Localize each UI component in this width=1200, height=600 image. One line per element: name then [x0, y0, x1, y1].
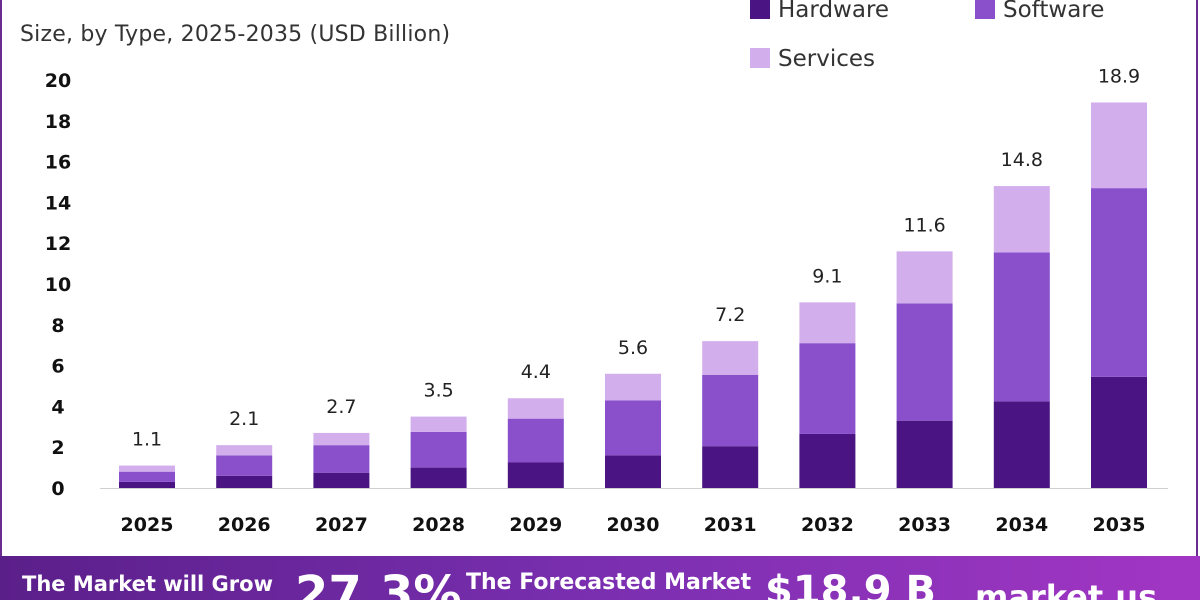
legend-swatch-services — [750, 47, 770, 68]
bar-software-2025 — [119, 471, 175, 482]
bar-services-2028 — [410, 416, 467, 432]
banner-forecast-label: The Forecasted Market — [466, 570, 752, 595]
bar-software-2029 — [507, 418, 564, 463]
bar-hardware-2027 — [313, 472, 370, 488]
x-tick-label-2025: 2025 — [121, 514, 174, 536]
total-label-2034: 14.8 — [1001, 149, 1043, 171]
legend-item-hardware: Hardware — [750, 0, 889, 23]
y-tick-label-2: 2 — [51, 437, 64, 459]
total-label-2029: 4.4 — [521, 361, 551, 383]
total-label-2030: 5.6 — [618, 337, 648, 359]
total-label-2031: 7.2 — [715, 304, 745, 326]
bar-software-2027 — [313, 445, 370, 473]
bar-services-2025 — [119, 465, 175, 472]
bar-software-2031 — [702, 374, 759, 447]
bar-hardware-2034 — [993, 401, 1050, 488]
x-tick-label-2030: 2030 — [607, 514, 660, 536]
summary-banner: The Market will Grow 27.3% The Forecaste… — [0, 556, 1200, 600]
y-tick-label-10: 10 — [45, 274, 71, 296]
bar-services-2030 — [605, 373, 661, 401]
bar-services-2032 — [799, 302, 856, 344]
y-tick-label-14: 14 — [45, 192, 71, 214]
x-tick-label-2029: 2029 — [509, 514, 562, 536]
y-tick-label-20: 20 — [45, 70, 71, 92]
bar-services-2034 — [993, 186, 1050, 253]
banner-brand-logo: market.us — [975, 578, 1158, 600]
bar-services-2035 — [1091, 102, 1147, 189]
x-tick-labels: 2025 2026 2027 2028 2029 2030 2031 2032 2033 2034… — [121, 514, 1146, 536]
bar-software-2026 — [216, 455, 273, 476]
bars-group — [119, 102, 1147, 488]
bar-services-2027 — [313, 432, 370, 446]
y-tick-label-8: 8 — [51, 315, 64, 337]
y-tick-label-0: 0 — [51, 478, 64, 500]
bar-hardware-2026 — [216, 475, 273, 488]
total-label-2026: 2.1 — [229, 408, 259, 430]
x-tick-label-2028: 2028 — [412, 514, 465, 536]
y-tick-label-4: 4 — [51, 396, 64, 418]
y-tick-label-16: 16 — [45, 152, 71, 174]
x-tick-label-2033: 2033 — [898, 514, 951, 536]
bar-hardware-2030 — [605, 455, 661, 488]
total-label-2025: 1.1 — [132, 429, 162, 451]
y-tick-label-6: 6 — [51, 356, 64, 378]
bar-software-2032 — [799, 343, 856, 434]
chart-subtitle: Size, by Type, 2025-2035 (USD Billion) — [20, 22, 451, 47]
bar-software-2030 — [605, 400, 661, 456]
legend-swatch-hardware — [750, 0, 770, 19]
bar-software-2034 — [993, 252, 1050, 402]
x-tick-label-2034: 2034 — [995, 514, 1048, 536]
y-tick-labels: 0 2 4 6 8 10 12 14 16 18 20 — [45, 70, 71, 500]
y-tick-label-12: 12 — [45, 233, 71, 255]
x-tick-label-2035: 2035 — [1093, 514, 1146, 536]
bar-software-2028 — [410, 431, 467, 468]
bar-services-2031 — [702, 341, 759, 375]
total-label-2028: 3.5 — [423, 380, 453, 402]
total-labels: 1.1 2.1 2.7 3.5 4.4 5.6 7.2 9.1 11.6 14.8 18.9 — [132, 65, 1140, 450]
legend-label-software: Software — [1003, 0, 1105, 23]
bar-hardware-2025 — [119, 481, 175, 488]
banner-forecast-value: $18.9 B — [765, 568, 936, 600]
legend-label-hardware: Hardware — [778, 0, 890, 23]
bar-software-2035 — [1091, 188, 1147, 377]
bar-hardware-2028 — [410, 467, 467, 488]
legend-item-software: Software — [975, 0, 1104, 23]
bar-hardware-2033 — [896, 420, 953, 488]
total-label-2027: 2.7 — [326, 396, 356, 418]
banner-cagr-value: 27.3% — [295, 566, 462, 600]
x-tick-label-2026: 2026 — [218, 514, 271, 536]
bar-software-2033 — [896, 303, 953, 421]
bar-hardware-2029 — [507, 462, 564, 488]
total-label-2033: 11.6 — [903, 214, 945, 236]
bar-services-2033 — [896, 251, 953, 304]
x-tick-label-2027: 2027 — [315, 514, 368, 536]
legend-item-services: Services — [750, 46, 875, 72]
bar-hardware-2032 — [799, 433, 856, 488]
legend-label-services: Services — [778, 46, 875, 72]
x-tick-label-2032: 2032 — [801, 514, 854, 536]
total-label-2032: 9.1 — [812, 265, 842, 287]
bar-services-2029 — [507, 398, 564, 419]
total-label-2035: 18.9 — [1098, 65, 1140, 87]
bar-hardware-2031 — [702, 446, 759, 488]
y-tick-label-18: 18 — [45, 111, 71, 133]
legend-swatch-software — [975, 0, 995, 19]
x-tick-label-2031: 2031 — [704, 514, 757, 536]
banner-grow-label: The Market will Grow — [22, 572, 273, 596]
bar-services-2026 — [216, 445, 273, 456]
bar-hardware-2035 — [1091, 376, 1147, 488]
